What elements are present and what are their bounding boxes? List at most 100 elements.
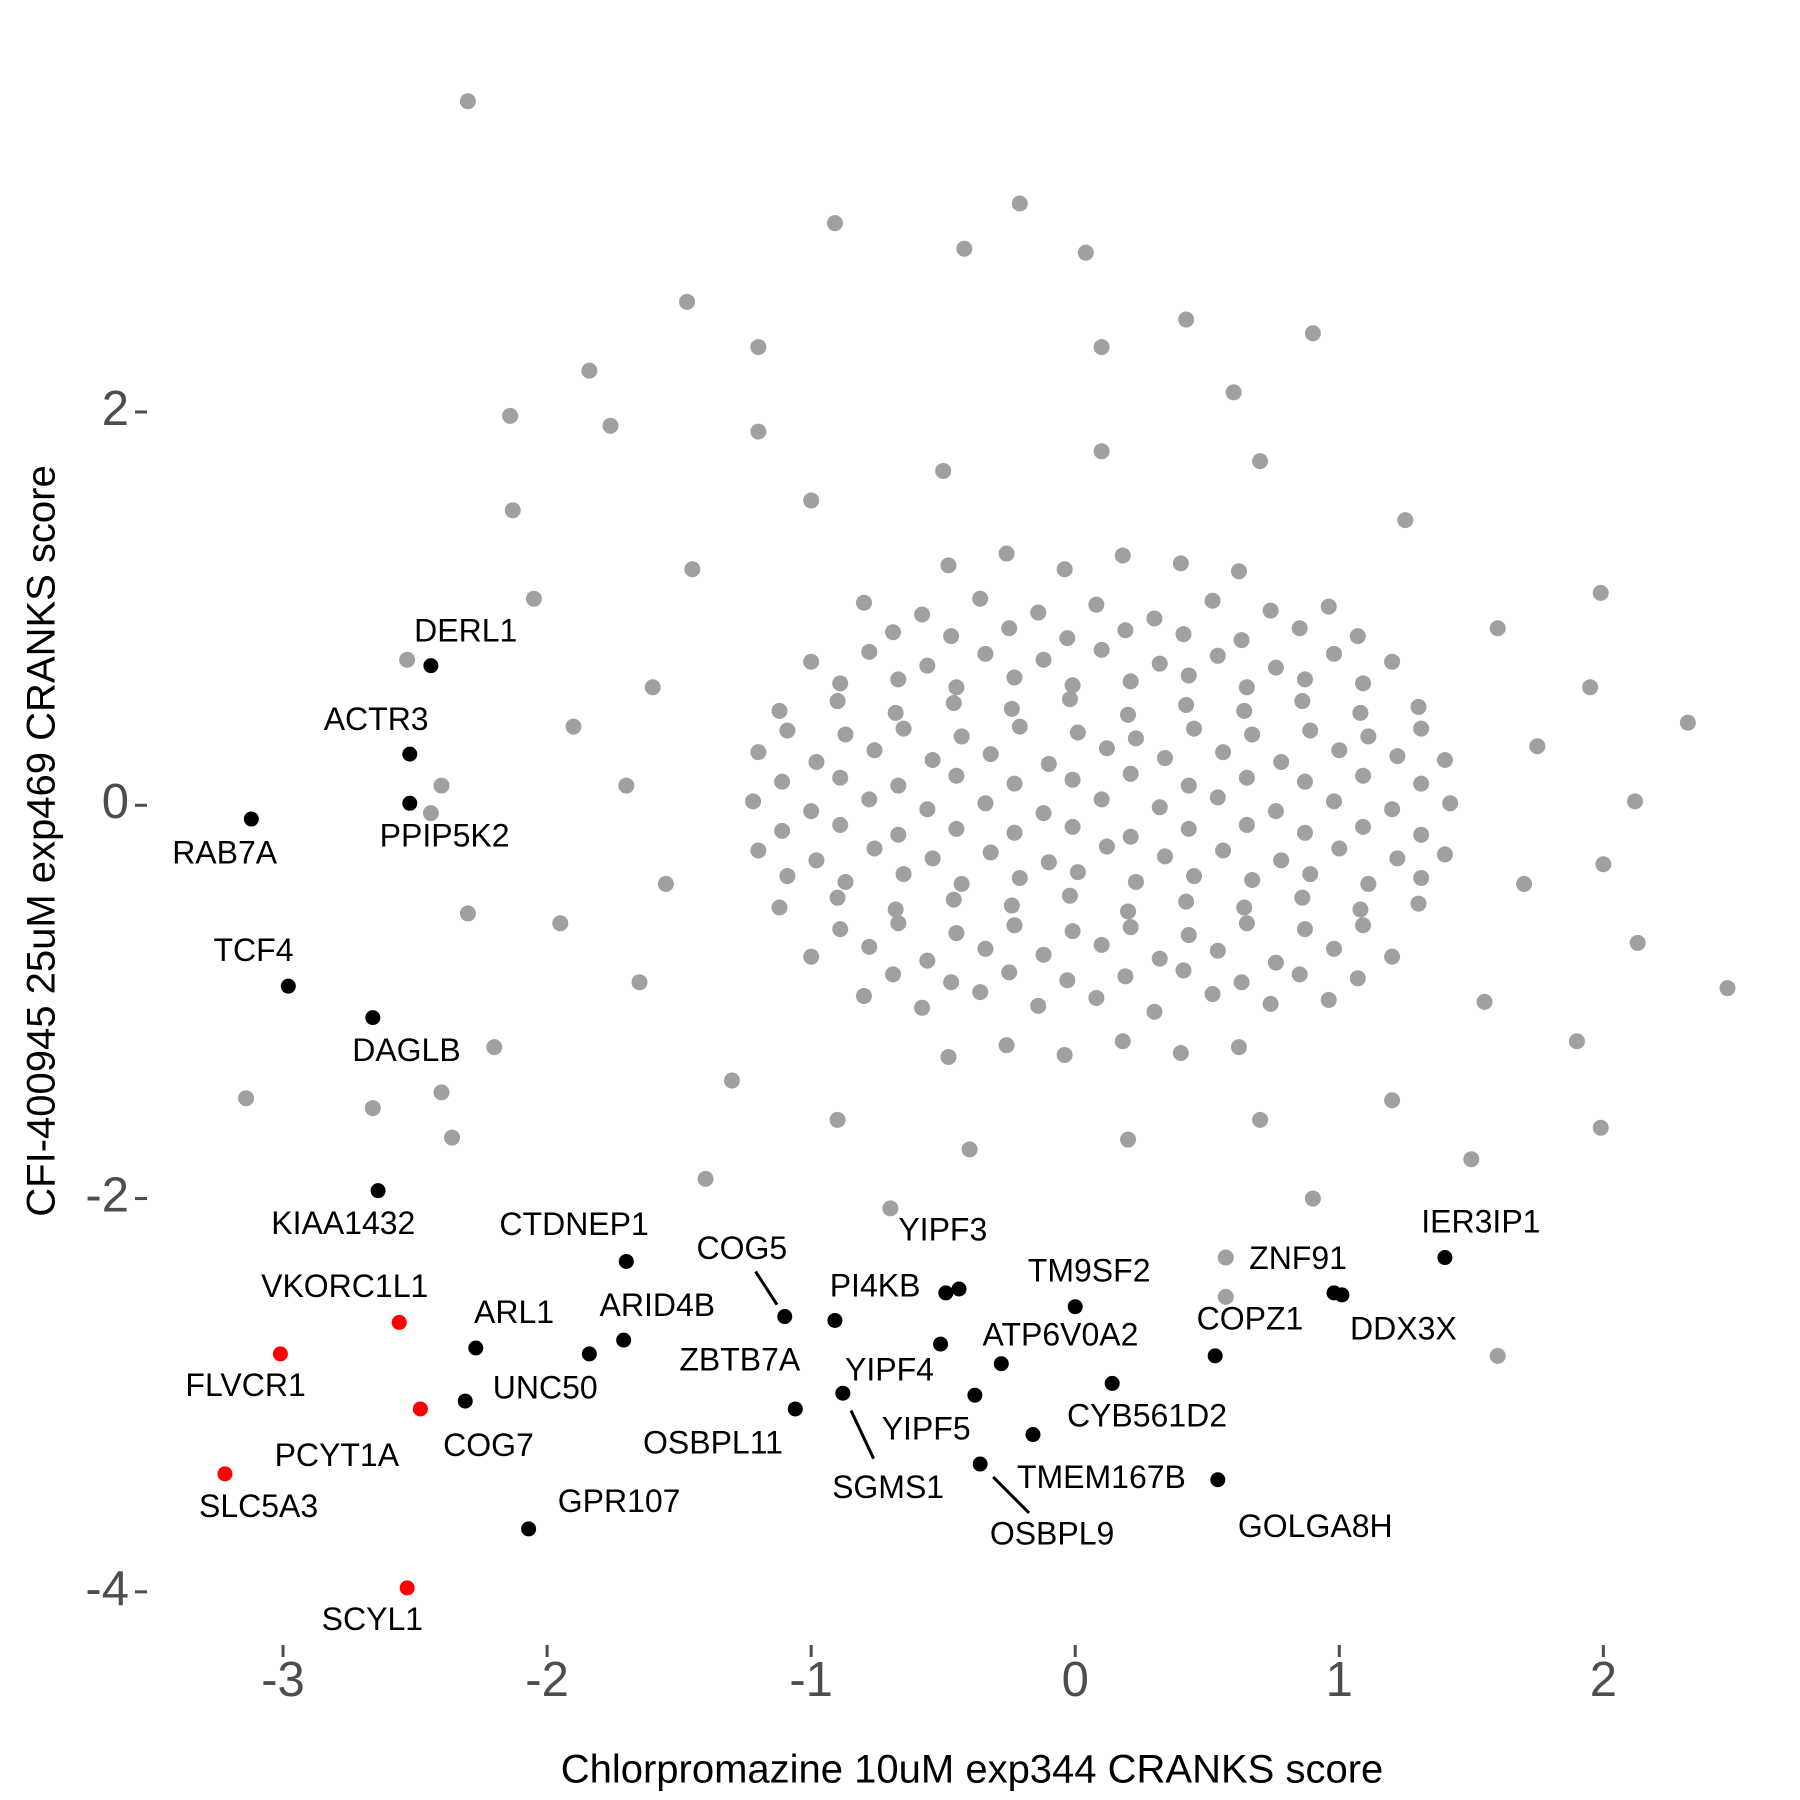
point — [1056, 561, 1073, 578]
point — [1568, 1033, 1585, 1050]
point — [1384, 948, 1401, 965]
point — [1061, 691, 1078, 708]
point — [977, 940, 994, 957]
point — [1355, 767, 1372, 784]
point — [1244, 726, 1261, 743]
point — [644, 679, 661, 696]
point-label: OSBPL9 — [990, 1515, 1115, 1551]
point — [1230, 1039, 1247, 1056]
point-label: ZNF91 — [1249, 1240, 1347, 1276]
x-tick-label: -2 — [525, 1653, 569, 1707]
y-tick-label: 2 — [102, 382, 129, 436]
point — [832, 816, 849, 833]
point — [861, 791, 878, 808]
highlight-point — [1025, 1427, 1041, 1443]
highlight-point — [616, 1332, 632, 1348]
highlight-point — [835, 1385, 851, 1401]
point — [1273, 753, 1290, 770]
point — [948, 925, 965, 942]
highlight-point — [402, 746, 418, 762]
point — [1389, 850, 1406, 867]
point — [940, 1048, 957, 1065]
point — [1001, 620, 1018, 637]
point — [961, 1141, 978, 1158]
point — [924, 752, 941, 769]
point — [723, 1072, 740, 1089]
point — [1030, 604, 1047, 621]
point — [1088, 596, 1105, 613]
y-tick-label: 0 — [102, 775, 129, 829]
point-label: ATP6V0A2 — [982, 1317, 1138, 1353]
highlight-point — [217, 1466, 233, 1482]
point — [1267, 659, 1284, 676]
point-label: GPR107 — [558, 1483, 681, 1519]
point — [1180, 820, 1197, 837]
point — [1294, 693, 1311, 710]
point — [779, 868, 796, 885]
point — [1093, 641, 1110, 658]
point — [745, 793, 762, 810]
point — [1061, 887, 1078, 904]
point — [1204, 986, 1221, 1003]
highlight-point — [972, 1456, 988, 1472]
point — [948, 820, 965, 837]
point — [1352, 704, 1369, 721]
point — [1146, 1003, 1163, 1020]
y-tick-label: -4 — [85, 1562, 129, 1616]
point — [866, 840, 883, 857]
point — [1035, 651, 1052, 668]
x-tick-label: -1 — [789, 1653, 833, 1707]
point-label: ARL1 — [474, 1294, 554, 1330]
point — [1064, 923, 1081, 940]
point — [948, 767, 965, 784]
point — [1355, 675, 1372, 692]
point — [1122, 765, 1139, 782]
point — [924, 850, 941, 867]
point — [829, 1111, 846, 1128]
point — [1627, 793, 1644, 810]
point — [1064, 677, 1081, 694]
point — [1304, 1190, 1321, 1207]
highlight-point — [243, 811, 259, 827]
point-label: TCF4 — [214, 932, 294, 968]
highlight-point — [1067, 1299, 1083, 1315]
point — [1326, 793, 1343, 810]
point — [919, 952, 936, 969]
point — [1236, 702, 1253, 719]
point — [1064, 771, 1081, 788]
point-label: COG7 — [443, 1427, 534, 1463]
point-label: PI4KB — [830, 1268, 921, 1304]
highlight-point — [993, 1356, 1009, 1372]
point — [618, 777, 635, 794]
point — [1238, 816, 1255, 833]
point — [866, 742, 883, 759]
point — [1011, 195, 1028, 212]
point-label: ARID4B — [600, 1287, 716, 1323]
point — [998, 1037, 1015, 1054]
point — [861, 938, 878, 955]
point — [914, 999, 931, 1016]
point — [1296, 671, 1313, 688]
point — [1384, 801, 1401, 818]
point — [1355, 917, 1372, 934]
point — [1120, 1131, 1137, 1148]
point — [943, 974, 960, 991]
point — [1352, 901, 1369, 918]
point-label: COG5 — [696, 1230, 787, 1266]
point-label: SCYL1 — [322, 1601, 423, 1637]
point — [1719, 980, 1736, 997]
point-label: IER3IP1 — [1421, 1203, 1540, 1239]
point — [1267, 954, 1284, 971]
point — [1172, 555, 1189, 572]
point — [1355, 818, 1372, 835]
point — [855, 988, 872, 1005]
point — [945, 694, 962, 711]
point — [1262, 602, 1279, 619]
point — [1011, 870, 1028, 887]
point — [1030, 997, 1047, 1014]
point — [1056, 1046, 1073, 1063]
point — [1397, 512, 1414, 529]
point — [1178, 696, 1195, 713]
point — [631, 974, 648, 991]
